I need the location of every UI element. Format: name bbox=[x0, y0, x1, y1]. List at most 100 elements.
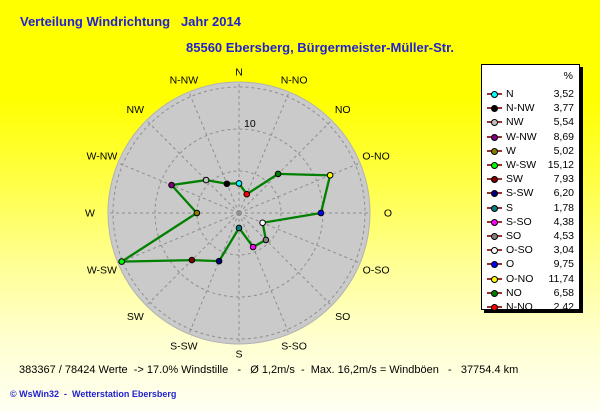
data-point-o-no bbox=[326, 171, 334, 179]
direction-label-sw: SW bbox=[127, 311, 144, 323]
direction-label-s: S bbox=[235, 349, 242, 361]
polar-spoke bbox=[117, 212, 240, 264]
data-point-n-nw bbox=[223, 180, 231, 188]
legend-label: W-NW bbox=[506, 130, 537, 143]
legend-value: 9,75 bbox=[553, 258, 574, 271]
chart-title: Verteilung Windrichtung Jahr 2014 bbox=[20, 14, 241, 29]
legend-label: NW bbox=[506, 116, 524, 129]
copyright-line: © WsWin32 - Wetterstation Ebersberg bbox=[10, 389, 177, 399]
legend-label: W-SW bbox=[506, 159, 537, 172]
data-point-s-sw bbox=[215, 257, 223, 265]
legend-label: S-SW bbox=[506, 187, 534, 200]
legend-marker-icon bbox=[487, 204, 502, 212]
legend-row-n-no: N-NO 2,42 bbox=[487, 300, 575, 314]
direction-label-no: NO bbox=[335, 104, 351, 116]
legend-marker-icon bbox=[487, 260, 502, 269]
polar-spoke bbox=[146, 120, 240, 214]
data-point-nw bbox=[202, 176, 210, 184]
data-point-s bbox=[235, 224, 243, 232]
polar-ring bbox=[112, 86, 366, 340]
data-point-sw bbox=[188, 256, 196, 264]
legend-marker-icon bbox=[487, 232, 502, 240]
legend-marker-icon bbox=[487, 133, 502, 141]
legend-label: S bbox=[506, 201, 514, 214]
legend-value: 6,20 bbox=[553, 187, 574, 200]
legend-row-o: O 9,75 bbox=[487, 257, 575, 271]
legend-marker-icon bbox=[487, 189, 502, 198]
legend-row-w: W 5,02 bbox=[487, 144, 575, 158]
legend-unit-header: % bbox=[563, 70, 573, 82]
legend-value: 3,77 bbox=[553, 102, 574, 115]
polar-spoke bbox=[117, 162, 240, 214]
legend-row-n: N 3,52 bbox=[487, 87, 575, 101]
legend-label: W bbox=[506, 144, 516, 157]
legend-label: SW bbox=[506, 173, 523, 186]
polar-spoke bbox=[238, 120, 332, 214]
polar-spoke bbox=[238, 212, 332, 306]
direction-label-w-nw: W-NW bbox=[87, 151, 118, 163]
legend-label: N bbox=[506, 88, 514, 101]
legend-row-s: S 1,78 bbox=[487, 201, 575, 215]
legend-row-s-so: S-SO 4,38 bbox=[487, 215, 575, 229]
polar-spoke bbox=[238, 91, 290, 214]
data-point-n-no bbox=[243, 190, 251, 198]
legend-row-so: SO 4,53 bbox=[487, 229, 575, 243]
legend-value: 5,02 bbox=[553, 144, 574, 157]
legend-label: N-NW bbox=[506, 102, 535, 115]
legend-label: S-SO bbox=[506, 215, 532, 228]
data-point-w-nw bbox=[168, 181, 175, 189]
legend-marker-icon bbox=[487, 175, 502, 184]
legend-label: NO bbox=[506, 286, 522, 299]
legend-row-no: NO 6,58 bbox=[487, 286, 575, 300]
legend-value: 3,04 bbox=[553, 244, 574, 257]
legend-label: N-NO bbox=[506, 300, 533, 313]
legend-marker-icon bbox=[487, 303, 502, 311]
legend-marker-icon bbox=[487, 275, 502, 283]
legend-row-n-nw: N-NW 3,77 bbox=[487, 101, 575, 115]
legend-row-o-no: O-NO 11,74 bbox=[487, 271, 575, 285]
direction-label-o-no: O-NO bbox=[362, 151, 389, 163]
legend-label: O-SO bbox=[506, 244, 533, 257]
data-point-w bbox=[193, 209, 201, 217]
legend-value: 2,42 bbox=[553, 300, 574, 313]
polar-spoke bbox=[238, 212, 290, 335]
legend-rows: N 3,52 N-NW 3,77 NW 5,54 W-NW 8,69 W 5,02 W-SW 15,1… bbox=[487, 87, 575, 314]
stats-line: 383367 / 78424 Werte -> 17.0% Windstille… bbox=[19, 364, 519, 376]
legend-value: 6,58 bbox=[553, 286, 574, 299]
data-point-s-so bbox=[249, 243, 257, 251]
direction-label-n: N bbox=[235, 67, 243, 79]
legend-row-w-sw: W-SW 15,12 bbox=[487, 158, 575, 172]
legend-marker-icon bbox=[487, 289, 502, 297]
direction-label-o-so: O-SO bbox=[363, 264, 390, 276]
direction-label-w-sw: W-SW bbox=[87, 264, 117, 276]
direction-label-nw: NW bbox=[127, 104, 145, 116]
data-point-o-so bbox=[259, 219, 266, 227]
data-point-w-sw bbox=[118, 258, 125, 265]
data-point-so bbox=[262, 236, 270, 244]
direction-label-n-no: N-NO bbox=[281, 74, 308, 86]
data-point-o bbox=[317, 209, 325, 217]
legend-label: O-NO bbox=[506, 272, 534, 285]
radial-tick-label: 10 bbox=[244, 118, 256, 130]
legend-marker-icon bbox=[487, 218, 502, 226]
legend-value: 4,38 bbox=[553, 215, 574, 228]
legend-row-w-nw: W-NW 8,69 bbox=[487, 130, 575, 144]
legend-value: 1,78 bbox=[553, 201, 574, 214]
legend-row-s-sw: S-SW 6,20 bbox=[487, 186, 575, 200]
polar-spoke bbox=[146, 212, 240, 306]
polar-spoke bbox=[238, 212, 361, 264]
direction-label-w: W bbox=[85, 208, 95, 220]
legend-value: 3,52 bbox=[553, 88, 574, 101]
legend-row-o-so: O-SO 3,04 bbox=[487, 243, 575, 257]
direction-label-o: O bbox=[384, 208, 392, 220]
legend-marker-icon bbox=[487, 90, 502, 99]
legend-value: 5,54 bbox=[553, 116, 574, 129]
legend-box: % N 3,52 N-NW 3,77 NW 5,54 W-NW 8,69 W 5,02 W-SW 15… bbox=[481, 64, 580, 313]
polar-spoke bbox=[238, 162, 361, 214]
legend-value: 4,53 bbox=[553, 229, 574, 242]
legend-label: O bbox=[506, 258, 515, 271]
legend-value: 15,12 bbox=[547, 159, 574, 172]
legend-marker-icon bbox=[487, 161, 502, 170]
direction-label-n-nw: N-NW bbox=[170, 74, 199, 86]
